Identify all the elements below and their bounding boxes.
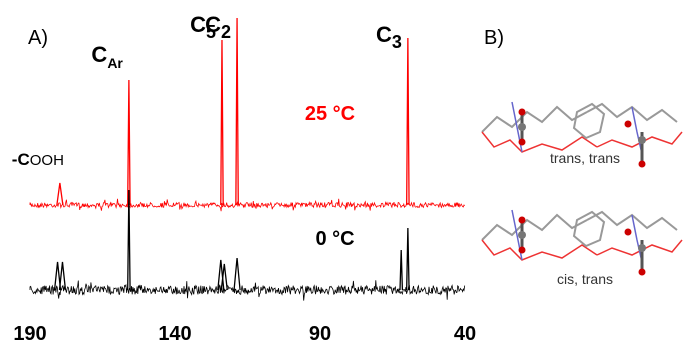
peak bbox=[400, 250, 402, 290]
peak-label-sub: 2 bbox=[221, 22, 231, 42]
panel-label: B) bbox=[484, 27, 504, 49]
x-tick-label: 40 bbox=[454, 323, 476, 345]
peak-label: CAr bbox=[91, 42, 123, 71]
legend-label: 25 °C bbox=[305, 103, 355, 125]
figure: A) B) trans, trans cis, trans 190 140 90 40… bbox=[0, 0, 691, 351]
peak bbox=[57, 183, 63, 205]
peak-label-sub: 3 bbox=[392, 32, 402, 52]
peak-label-main: C bbox=[376, 22, 392, 47]
peak bbox=[221, 40, 223, 205]
structure bbox=[482, 210, 682, 276]
structure-label: trans, trans bbox=[550, 150, 620, 166]
noise bbox=[30, 280, 465, 300]
peak-label: C3 bbox=[376, 22, 402, 52]
structure-label: cis, trans bbox=[557, 271, 613, 287]
x-tick-label: 90 bbox=[309, 323, 331, 345]
peak bbox=[234, 258, 240, 290]
peak bbox=[407, 38, 409, 205]
peak-label-main: C bbox=[91, 42, 107, 67]
peak-label-main: -C bbox=[12, 150, 30, 169]
x-tick-label: 190 bbox=[13, 323, 46, 345]
peak bbox=[236, 18, 238, 205]
noise bbox=[30, 199, 465, 211]
peak-label-main: C bbox=[190, 12, 206, 37]
panel-label: A) bbox=[28, 27, 48, 49]
peak-label: -COOH bbox=[12, 150, 64, 169]
peak bbox=[407, 228, 409, 290]
peak-label-sub: Ar bbox=[107, 55, 123, 71]
peak bbox=[128, 80, 130, 205]
peak-label-main: C bbox=[205, 12, 221, 37]
peak-label-tail: OOH bbox=[30, 152, 64, 169]
legend-label: 0 °C bbox=[315, 228, 354, 250]
x-tick-label: 140 bbox=[158, 323, 191, 345]
